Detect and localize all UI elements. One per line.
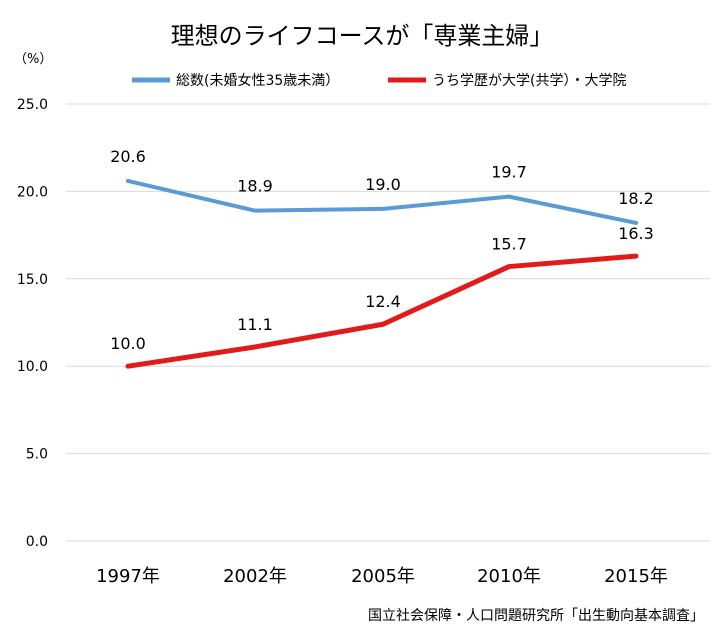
data-label: 18.9 [237, 177, 273, 196]
data-point [634, 254, 638, 259]
y-unit-label: （%） [14, 52, 52, 67]
data-label: 20.6 [110, 147, 146, 166]
x-tick-label: 2010年 [477, 566, 541, 587]
data-label: 15.7 [491, 235, 527, 254]
legend-label-university: うち学歴が大学(共学）・大学院 [432, 73, 626, 89]
series-group: 20.6 18.9 19.0 19.7 18.2 10.0 11.1 12.4 15.7 16.3 [110, 147, 654, 369]
data-label: 19.7 [491, 163, 527, 182]
data-label: 10.0 [110, 334, 146, 353]
data-label: 16.3 [618, 224, 654, 243]
y-tick-label: 15.0 [17, 272, 48, 288]
data-point [507, 194, 511, 199]
source-note: 国立社会保障・人口問題研究所「出生動向基本調査」 [368, 607, 704, 624]
data-label: 19.0 [365, 175, 401, 194]
y-tick-label: 0.0 [26, 534, 48, 550]
data-point [634, 220, 638, 225]
y-tick-label: 20.0 [17, 184, 48, 200]
legend-label-total: 総数(未婚女性35歳未満） [176, 72, 339, 89]
y-tick-label: 5.0 [26, 447, 48, 463]
y-axis: 0.0 5.0 10.0 15.0 20.0 25.0 [17, 97, 48, 550]
data-label: 18.2 [618, 189, 654, 208]
x-tick-label: 2002年 [223, 566, 287, 587]
data-point [126, 364, 130, 369]
y-tick-label: 10.0 [17, 359, 48, 375]
data-point [507, 264, 511, 269]
data-point [253, 344, 257, 349]
x-tick-label: 2005年 [351, 566, 415, 587]
data-point [381, 322, 385, 327]
x-tick-label: 2015年 [604, 566, 668, 587]
legend: 総数(未婚女性35歳未満） うち学歴が大学(共学）・大学院 [132, 72, 626, 89]
data-point [253, 208, 257, 213]
x-axis: 1997年 2002年 2005年 2010年 2015年 [96, 566, 668, 587]
chart-title: 理想のライフコースが「専業主婦」 [171, 22, 554, 50]
data-point [381, 206, 385, 211]
data-point [126, 178, 130, 183]
x-tick-label: 1997年 [96, 566, 160, 587]
data-label: 12.4 [365, 292, 401, 311]
y-tick-label: 25.0 [17, 97, 48, 113]
data-label: 11.1 [237, 315, 273, 334]
